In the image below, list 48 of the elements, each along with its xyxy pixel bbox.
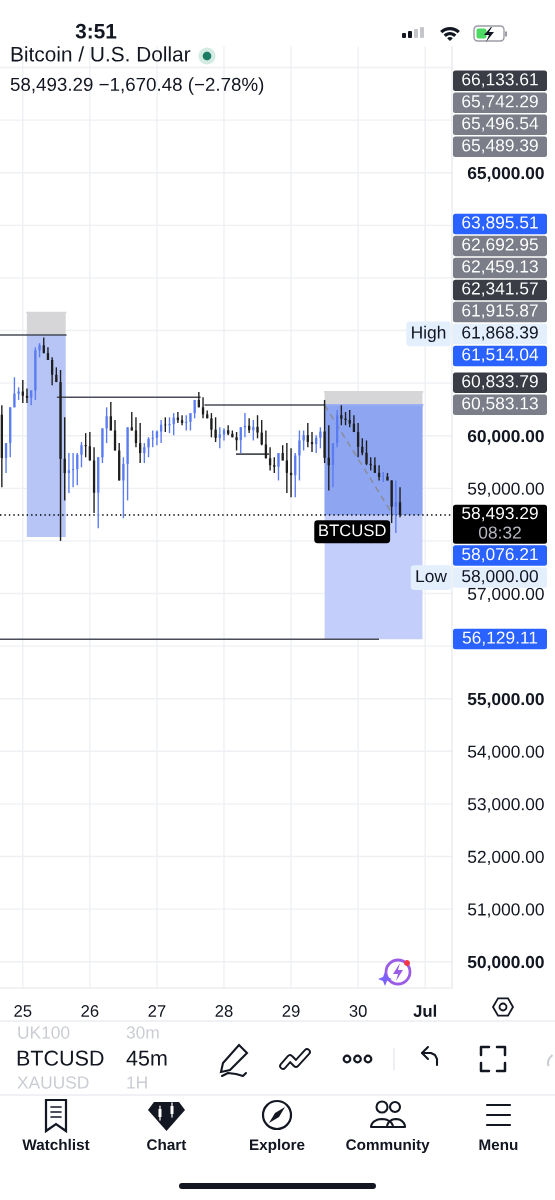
text: 58,000.00 [462, 569, 538, 585]
y-tick-label: 60,000.00 [467, 429, 544, 445]
y-tick-label: 50,000.00 [467, 955, 544, 971]
text: 45m [126, 1050, 167, 1066]
annotation: Low [416, 570, 447, 583]
y-tick-label: 54,000.00 [467, 745, 544, 760]
text: 65,489.39 [462, 139, 538, 154]
ref-line-label: BTCUSD [319, 524, 386, 537]
text: Explore [250, 1138, 305, 1154]
text: 60,833.79 [462, 375, 538, 390]
x-tick-label: 30 [349, 1005, 367, 1017]
annotation: High [412, 325, 446, 342]
text: Watchlist [22, 1138, 90, 1151]
x-tick-label: 28 [215, 1005, 233, 1017]
text: 3:51 [75, 23, 117, 39]
y-tick-label: 53,000.00 [467, 798, 544, 813]
y-tick-label: 51,000.00 [467, 903, 544, 918]
text: 65,496.54 [462, 117, 539, 132]
text: BTCUSD [17, 1050, 104, 1066]
text: Community [346, 1138, 430, 1154]
y-tick-label: 57,000.00 [467, 587, 544, 603]
x-tick-label: Jul [413, 1004, 437, 1017]
y-tick-label: 52,000.00 [467, 850, 544, 866]
text: 58,493.29 −1,670.48 (−2.78%) [10, 77, 264, 95]
x-tick-label: 29 [282, 1005, 300, 1017]
x-tick-label: 27 [148, 1005, 166, 1017]
text: 61,868.39 [462, 326, 538, 341]
text: 62,341.57 [462, 282, 538, 297]
text: Menu [479, 1139, 518, 1151]
y-tick-label: 55,000.00 [467, 692, 544, 708]
text: 58,493.29 [462, 506, 538, 522]
text: 56,129.11 [462, 631, 538, 646]
text: 61,915.87 [462, 304, 538, 319]
chart-title: Bitcoin / U.S. Dollar [11, 46, 191, 62]
text: 58,076.21 [462, 547, 538, 563]
text: 63,895.51 [462, 216, 538, 231]
text: 08:32 [478, 526, 521, 539]
text: 66,133.61 [462, 73, 538, 88]
text: 62,692.95 [462, 238, 538, 253]
text: 65,742.29 [462, 95, 538, 110]
y-tick-label: 65,000.00 [467, 166, 544, 182]
text: 62,459.13 [462, 260, 538, 275]
text: 60,583.13 [462, 397, 538, 412]
x-tick-label: 26 [81, 1005, 99, 1017]
y-tick-label: 59,000.00 [467, 482, 544, 497]
text: Chart [147, 1138, 187, 1151]
x-tick-label: 25 [14, 1005, 32, 1017]
text: 61,514.04 [462, 348, 539, 363]
